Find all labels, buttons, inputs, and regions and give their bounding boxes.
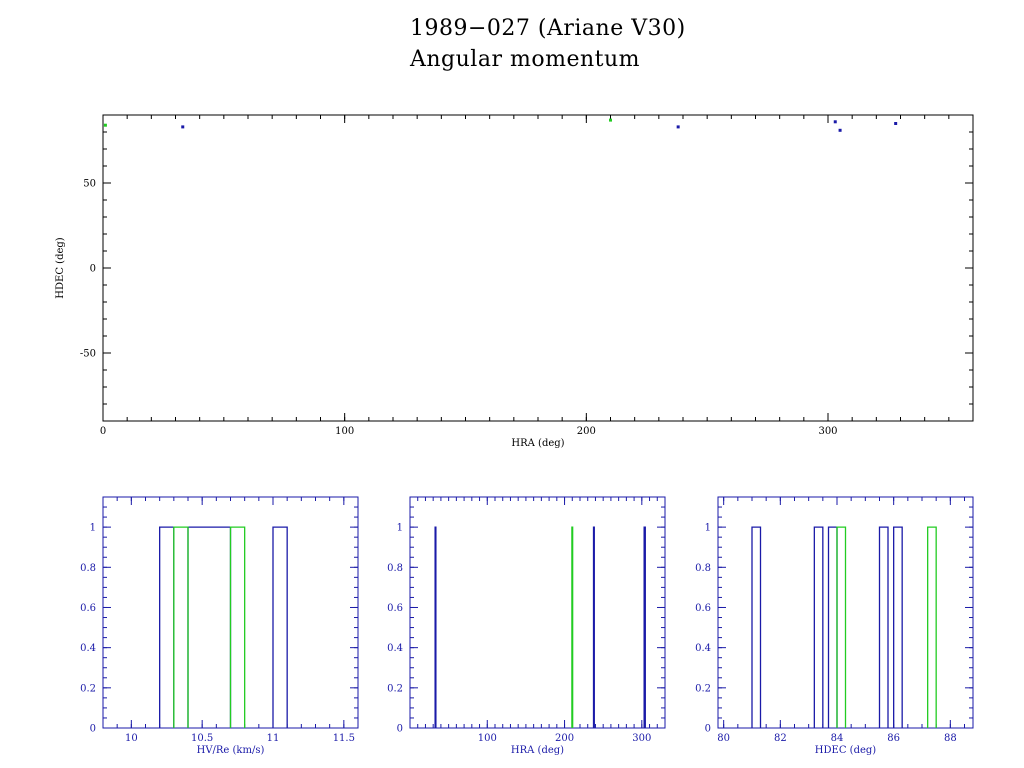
chart-subtitle: Angular momentum [410,47,640,72]
scatter-point-blue [181,125,185,129]
plot-frame-0 [102,114,974,422]
x-axis-label: HDEC (deg) [815,745,876,756]
histogram-bar-green [571,526,574,728]
x-tick-label: 80 [717,733,730,744]
x-tick-label: 10.5 [191,733,213,744]
histogram-bar-blue [159,526,175,728]
scatter-point-blue [838,128,842,132]
histogram-bar-blue [643,526,646,728]
y-tick-label: 0 [90,264,96,275]
x-tick-label: 0 [100,426,106,437]
y-tick-label: 0.8 [80,563,96,574]
x-axis-label: HV/Re (km/s) [197,745,265,756]
histogram-bar-green [173,526,189,728]
x-tick-label: 11.5 [333,733,355,744]
y-tick-label: 1 [90,523,96,534]
y-tick-label: 0.4 [695,643,711,654]
y-tick-label: 0 [705,724,711,735]
y-tick-label: 0.2 [80,683,96,694]
y-tick-label: 0 [90,724,96,735]
histogram-bar-blue [272,526,288,728]
x-tick-label: 200 [555,733,574,744]
y-tick-label: 0.4 [387,643,403,654]
histogram-bar-blue [827,526,838,728]
plot-frame-2 [409,496,666,729]
histogram-bar-blue [878,526,889,728]
y-tick-label: 0.4 [80,643,96,654]
scatter-point-blue [833,120,837,124]
y-tick-label: 0.2 [695,683,711,694]
histogram-bar-blue [592,526,595,728]
chart-title: 1989−027 (Ariane V30) [410,16,686,41]
x-axis-label: HRA (deg) [511,745,564,756]
y-tick-label: 0.8 [695,563,711,574]
histogram-bar-green [229,526,246,728]
x-tick-label: 100 [335,426,354,437]
y-tick-label: 1 [705,523,711,534]
histogram-bar-green [927,526,937,728]
x-tick-label: 88 [944,733,957,744]
y-axis-label: HDEC (deg) [55,237,66,298]
x-tick-label: 84 [831,733,844,744]
histogram-bar-blue [893,526,903,728]
y-tick-label: 0.8 [387,563,403,574]
y-tick-label: 0 [397,724,403,735]
y-tick-label: 0.2 [387,683,403,694]
scatter-point-green [103,123,107,127]
histogram-bar-blue [187,526,232,728]
y-tick-label: 0.6 [387,603,403,614]
histogram-bar-blue [751,526,762,728]
scatter-point-blue [676,125,680,129]
y-tick-label: -50 [80,349,96,360]
histogram-bar-green [836,526,847,728]
histogram-bar-blue [434,526,437,728]
x-tick-label: 200 [577,426,596,437]
x-tick-label: 300 [632,733,651,744]
x-tick-label: 86 [887,733,900,744]
x-tick-label: 300 [818,426,837,437]
y-tick-label: 0.6 [80,603,96,614]
x-tick-label: 82 [774,733,787,744]
x-tick-label: 10 [125,733,138,744]
y-tick-label: 0.6 [695,603,711,614]
x-tick-label: 11 [267,733,280,744]
x-tick-label: 100 [478,733,497,744]
x-axis-label: HRA (deg) [511,438,564,449]
scatter-point-green [609,118,612,122]
scatter-point-blue [894,122,898,125]
histogram-bar-blue [813,526,824,728]
y-tick-label: 1 [397,523,403,534]
y-tick-label: 50 [83,179,96,190]
